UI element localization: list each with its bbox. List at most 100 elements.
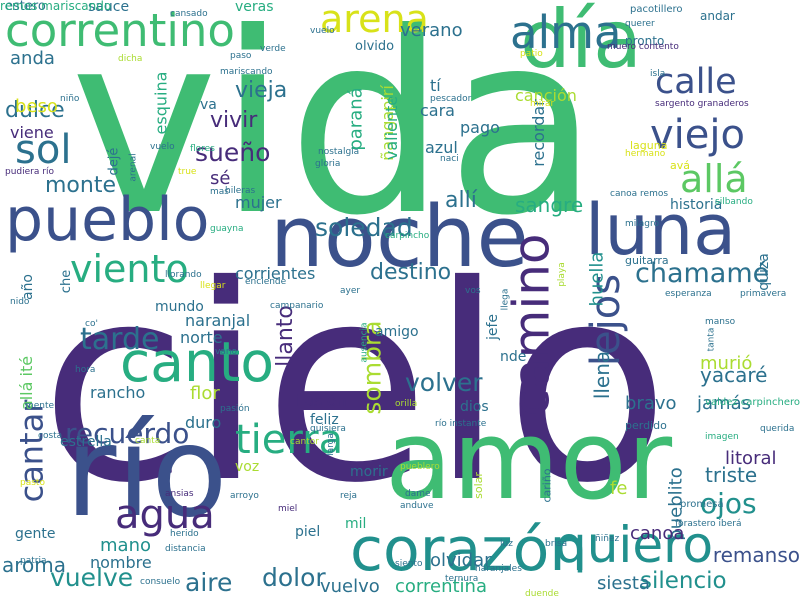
word: corrientes — [235, 264, 316, 283]
word: dolor — [262, 563, 326, 592]
word: llega — [500, 288, 511, 311]
word: nido — [10, 297, 30, 307]
word: nombre — [90, 553, 152, 572]
word: piel — [295, 524, 321, 540]
word: flor — [190, 383, 220, 404]
word: litoral — [725, 448, 777, 469]
word: gente — [15, 526, 56, 542]
word: sauce — [88, 0, 130, 15]
word: mirar — [530, 99, 555, 109]
word: hermano — [625, 149, 666, 159]
word: patio — [520, 49, 543, 59]
word: día — [520, 0, 643, 86]
word: ayer — [340, 286, 361, 296]
word: isla — [650, 69, 666, 79]
word: pescador — [430, 94, 472, 104]
word: sueño — [195, 138, 271, 167]
word: avá — [670, 159, 690, 172]
word: herido — [170, 529, 199, 539]
word: luna — [585, 189, 737, 271]
word: volver — [405, 368, 483, 397]
word: triste — [705, 463, 758, 487]
word: hora — [75, 365, 96, 375]
word: vos — [465, 286, 481, 296]
word: naci — [440, 154, 459, 164]
word: tí — [430, 76, 441, 95]
word: naranjales — [475, 564, 522, 574]
word: canción — [515, 86, 577, 105]
word: ausencia — [359, 322, 370, 363]
word: sargento granaderos — [655, 99, 749, 109]
word: arenal — [128, 153, 139, 182]
word: valiente — [382, 95, 402, 161]
word: mil — [345, 516, 367, 532]
word: esperanza — [665, 289, 712, 299]
word: manso — [705, 317, 736, 327]
word: veras — [235, 0, 274, 15]
word: pasto — [20, 478, 45, 488]
word: luz — [500, 539, 513, 549]
word: llorando — [165, 270, 202, 280]
word: mas — [210, 187, 229, 197]
word: mano — [100, 535, 151, 556]
word: muero contento — [607, 42, 679, 52]
word: olvidar — [430, 550, 492, 571]
word: niño — [60, 94, 80, 104]
word: anduve — [400, 501, 434, 511]
word: tanta — [706, 327, 717, 352]
word: paraná — [345, 87, 367, 151]
word: canto — [120, 330, 275, 394]
word: quiza — [755, 253, 772, 291]
word: llena — [590, 350, 615, 400]
word: canoa remos — [610, 189, 669, 199]
word: camino — [502, 233, 561, 417]
word: estero — [5, 0, 46, 14]
word: larga — [325, 433, 336, 456]
word: destino — [370, 260, 452, 285]
word: verde — [260, 44, 286, 54]
word: dulce — [5, 98, 65, 123]
word: anda — [10, 48, 55, 69]
word: milagro — [625, 219, 660, 229]
word: cariño — [540, 468, 554, 503]
word: silbando — [715, 197, 753, 207]
word: murió — [700, 353, 753, 374]
word: vida — [70, 0, 600, 270]
word: sé — [210, 168, 231, 189]
word: mujer — [235, 193, 282, 212]
word: vano — [215, 347, 238, 357]
word: llanto — [272, 305, 298, 367]
word: dejé — [106, 147, 122, 176]
word: calle — [655, 62, 737, 102]
word: sol — [15, 127, 72, 173]
word: historia — [670, 197, 723, 213]
word: nostalgia — [318, 147, 360, 157]
word: brisa — [545, 539, 568, 549]
word: campanario — [270, 301, 324, 311]
word: aire — [185, 568, 233, 597]
word: che — [59, 269, 75, 294]
word: cansado — [170, 9, 208, 19]
word: pueblo — [5, 185, 210, 255]
word: miel — [278, 504, 298, 514]
word: viejo — [650, 112, 745, 158]
word: jamás — [697, 393, 751, 414]
word: correntino — [5, 4, 235, 57]
word: bravo — [625, 393, 677, 414]
word: naranjal — [185, 311, 251, 330]
word: vuelve — [50, 563, 134, 592]
word: remanso — [712, 543, 800, 567]
word: chamamé — [635, 258, 770, 289]
word: arena — [320, 0, 429, 41]
word: vieja — [235, 78, 288, 103]
word: carpincho — [385, 231, 430, 241]
word: ansias — [165, 489, 194, 499]
word: va — [200, 97, 217, 113]
word: viento — [70, 247, 189, 291]
word: vuelo — [150, 142, 175, 152]
word: solar — [471, 472, 485, 499]
word: tierra — [235, 417, 344, 463]
word: pronto — [625, 34, 665, 48]
word: co' — [85, 319, 98, 329]
word: yacaré — [700, 363, 768, 387]
